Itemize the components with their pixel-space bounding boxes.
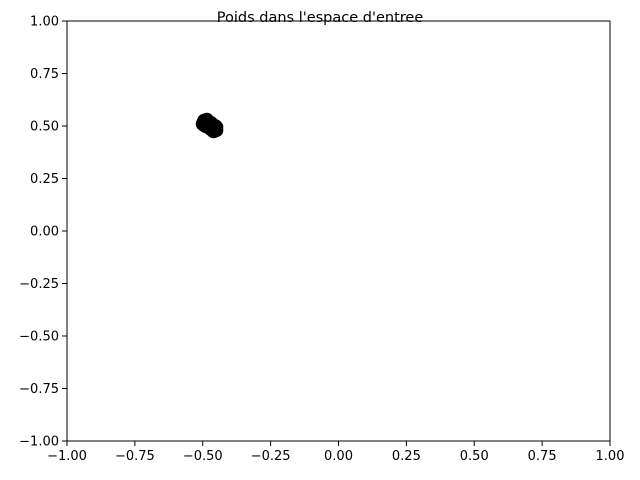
plot-frame bbox=[66, 20, 611, 442]
y-tick-label: 0.50 bbox=[30, 120, 59, 135]
x-tick-label: 0.25 bbox=[392, 449, 421, 464]
x-tick-label: −0.75 bbox=[115, 449, 155, 464]
points-layer bbox=[195, 112, 224, 139]
y-tick-label: 0.00 bbox=[30, 225, 59, 240]
y-tick-label: −0.75 bbox=[19, 382, 59, 397]
y-tick-label: 0.75 bbox=[30, 67, 59, 82]
y-tick-label: 0.25 bbox=[30, 172, 59, 187]
x-tick-label: 1.00 bbox=[596, 449, 625, 464]
chart-title: Poids dans l'espace d'entree bbox=[217, 10, 424, 26]
x-axis: −1.00 −0.75 −0.50 −0.25 0.00 0.25 0.50 0.75 1.00 bbox=[47, 441, 624, 464]
y-tick-label: −0.25 bbox=[19, 277, 59, 292]
y-tick-label: 1.00 bbox=[30, 15, 59, 30]
x-tick-label: 0.50 bbox=[460, 449, 489, 464]
x-tick-label: 0.75 bbox=[528, 449, 557, 464]
y-tick-label: −1.00 bbox=[19, 435, 59, 450]
x-tick-label: −1.00 bbox=[47, 449, 87, 464]
x-tick-label: 0.00 bbox=[324, 449, 353, 464]
x-tick-label: −0.50 bbox=[183, 449, 223, 464]
y-axis: −1.00 −0.75 −0.50 −0.25 0.00 0.25 0.50 0.75 1.00 bbox=[19, 15, 67, 450]
data-point bbox=[209, 120, 224, 135]
x-tick-label: −0.25 bbox=[251, 449, 291, 464]
data-point bbox=[197, 117, 212, 132]
y-tick-label: −0.50 bbox=[19, 330, 59, 345]
